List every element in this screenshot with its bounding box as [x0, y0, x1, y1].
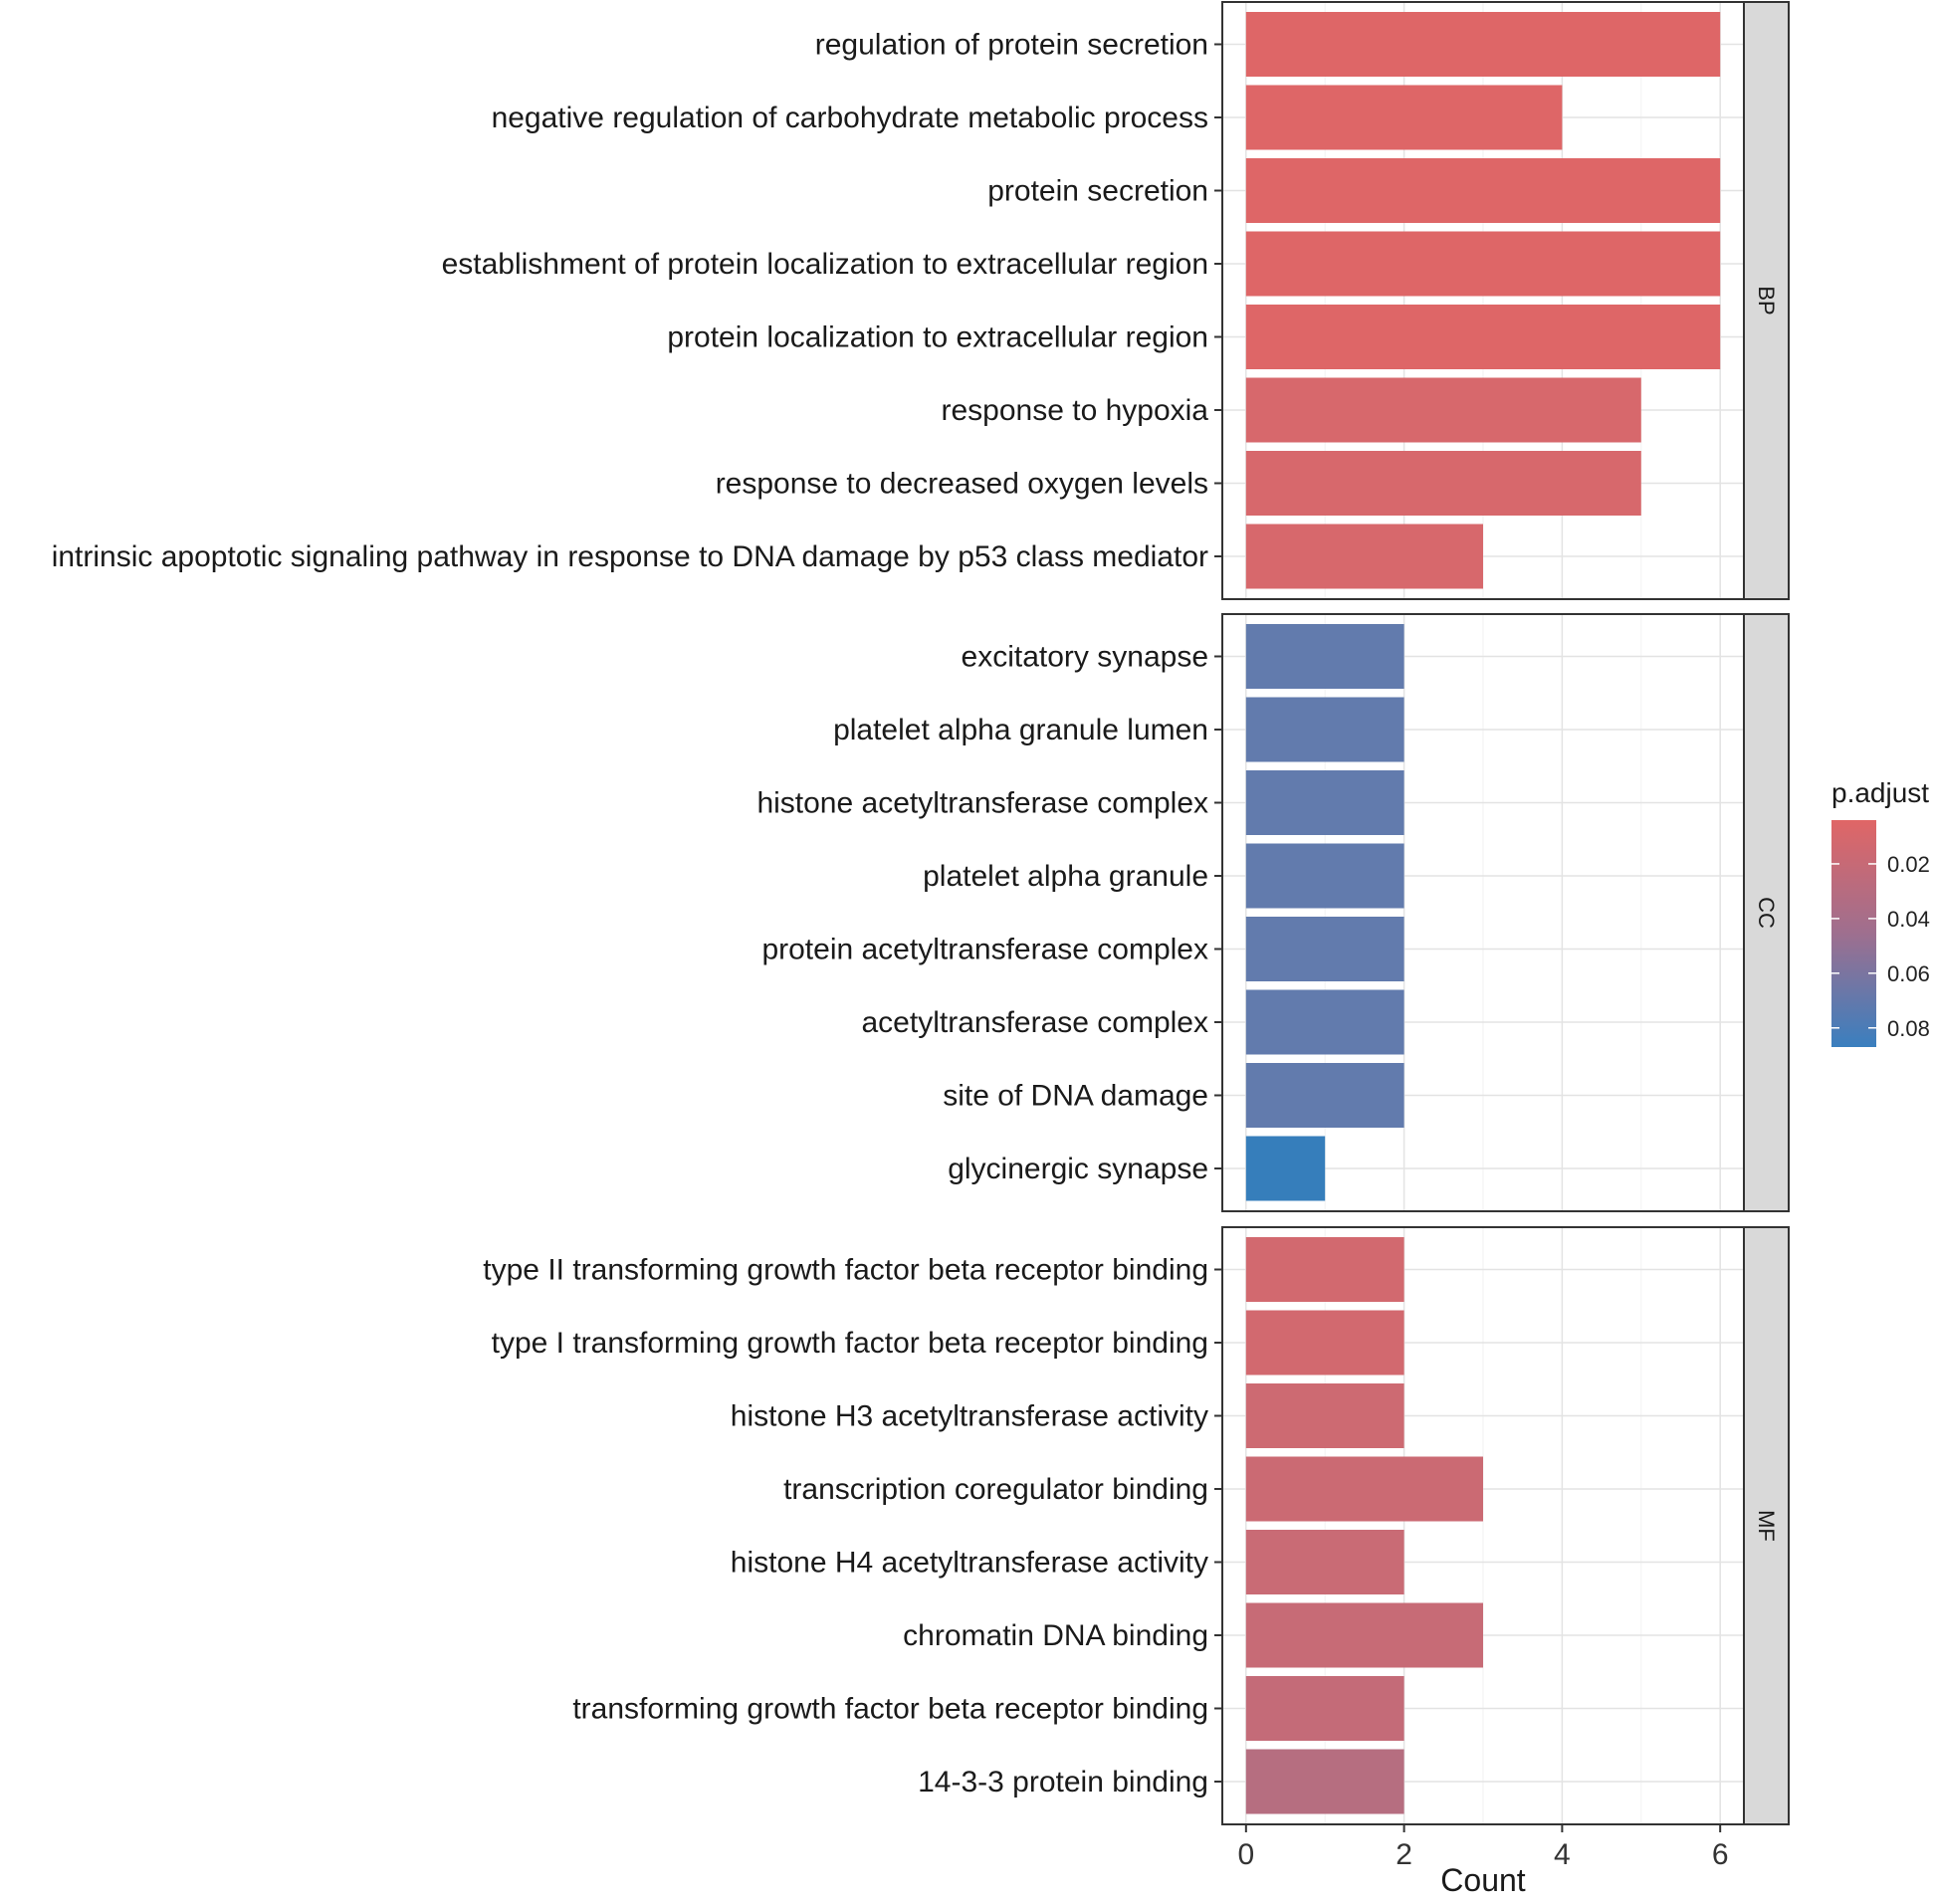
bar-cc-6 [1245, 989, 1404, 1055]
facet-strip [1743, 613, 1790, 1212]
facet-strip-label: BP [1754, 286, 1779, 315]
bar-bp-8 [1245, 524, 1483, 589]
facet-strip [1743, 1, 1790, 600]
bar-bp-4 [1245, 231, 1721, 297]
category-label: site of DNA damage [943, 1080, 1208, 1113]
category-label: negative regulation of carbohydrate meta… [492, 102, 1208, 134]
bar-bp-6 [1245, 377, 1641, 443]
category-label: transforming growth factor beta receptor… [572, 1693, 1208, 1726]
category-label: protein acetyltransferase complex [761, 934, 1208, 966]
category-label: histone H3 acetyltransferase activity [731, 1400, 1208, 1433]
bar-mf-6 [1245, 1602, 1483, 1668]
bar-bp-7 [1245, 451, 1641, 516]
category-label: response to decreased oxygen levels [716, 468, 1208, 501]
bar-cc-8 [1245, 1136, 1326, 1201]
facet-panel-bp: regulation of protein secretion negative … [52, 1, 1790, 600]
bar-cc-5 [1245, 917, 1404, 981]
facet-panel-mf: type II transforming growth factor beta … [483, 1226, 1790, 1825]
x-axis-title: Count [1440, 1862, 1526, 1898]
legend-tick-label: 0.08 [1887, 1016, 1930, 1041]
category-label: establishment of protein localization to… [442, 248, 1208, 281]
bar-mf-2 [1245, 1310, 1404, 1375]
bar-mf-1 [1245, 1237, 1404, 1302]
facet-strip-label: MF [1754, 1510, 1779, 1542]
category-label: platelet alpha granule [923, 860, 1208, 893]
category-label: type I transforming growth factor beta r… [492, 1327, 1208, 1360]
legend-colorbar [1831, 820, 1876, 1047]
facet-panel-cc: excitatory synapse platelet alpha granule… [756, 613, 1790, 1212]
category-label: response to hypoxia [941, 394, 1208, 427]
legend-tick-label: 0.02 [1887, 852, 1930, 877]
bar-bp-5 [1245, 305, 1721, 369]
x-tick-label: 6 [1712, 1838, 1729, 1871]
category-label: regulation of protein secretion [815, 29, 1208, 62]
category-label: acetyltransferase complex [862, 1006, 1209, 1039]
x-axis: 0 2 4 6 [1237, 1824, 1729, 1871]
category-label: type II transforming growth factor beta … [483, 1254, 1208, 1287]
bar-bp-1 [1245, 12, 1721, 77]
bar-cc-3 [1245, 770, 1404, 835]
x-tick-label: 4 [1554, 1838, 1571, 1871]
bar-mf-3 [1245, 1383, 1404, 1448]
bar-cc-2 [1245, 697, 1404, 762]
category-label: platelet alpha granule lumen [833, 714, 1208, 746]
bar-bp-2 [1245, 85, 1563, 150]
category-label: protein localization to extracellular re… [667, 321, 1208, 354]
facet-strip [1743, 1226, 1790, 1825]
category-label: glycinergic synapse [948, 1153, 1208, 1185]
bar-cc-1 [1245, 624, 1404, 689]
bar-mf-7 [1245, 1676, 1404, 1741]
facet-strip-label: CC [1754, 897, 1779, 929]
category-label: excitatory synapse [962, 641, 1208, 674]
facet-panels: regulation of protein secretion negative … [52, 1, 1790, 1825]
category-label: chromatin DNA binding [903, 1619, 1208, 1652]
bar-cc-7 [1245, 1063, 1404, 1128]
category-label: histone H4 acetyltransferase activity [731, 1547, 1208, 1580]
bar-bp-3 [1245, 158, 1721, 223]
bar-mf-4 [1245, 1456, 1483, 1522]
category-label: protein secretion [987, 175, 1208, 208]
legend-tick-label: 0.06 [1887, 961, 1930, 986]
bar-mf-5 [1245, 1530, 1404, 1594]
category-label: transcription coregulator binding [783, 1473, 1208, 1506]
legend-title: p.adjust [1831, 777, 1929, 808]
legend-tick-label: 0.04 [1887, 907, 1930, 932]
category-label: 14-3-3 protein binding [918, 1766, 1208, 1798]
color-legend: p.adjust 0.02 0.04 0.06 0.08 [1831, 777, 1930, 1047]
bar-mf-8 [1245, 1749, 1404, 1814]
category-label: histone acetyltransferase complex [756, 787, 1208, 820]
category-label: intrinsic apoptotic signaling pathway in… [52, 540, 1208, 573]
x-tick-label: 2 [1396, 1838, 1412, 1871]
bar-cc-4 [1245, 843, 1404, 909]
x-tick-label: 0 [1237, 1838, 1254, 1871]
